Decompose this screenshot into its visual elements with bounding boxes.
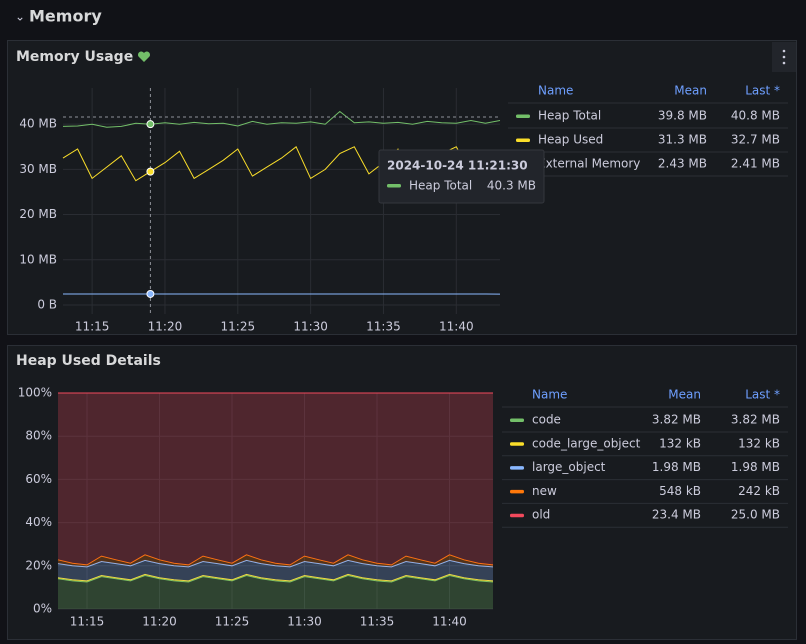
legend-mean: 23.4 MB	[652, 508, 701, 522]
area-fill	[58, 393, 493, 565]
health-icon	[137, 51, 151, 62]
area-fill	[58, 575, 493, 609]
legend-last: 132 kB	[738, 436, 780, 450]
y-tick-label: 100%	[18, 386, 52, 400]
area-fill	[58, 554, 493, 567]
legend-name[interactable]: code	[532, 413, 561, 427]
x-tick-label: 11:30	[293, 320, 328, 334]
legend-swatch	[510, 513, 524, 518]
legend-header: Mean	[674, 84, 707, 98]
legend-mean: 132 kB	[659, 436, 701, 450]
legend-name[interactable]: Heap Used	[538, 133, 603, 147]
area-fill	[58, 574, 493, 582]
y-tick-label: 60%	[25, 472, 52, 486]
tooltip-name: Heap Total	[409, 179, 472, 193]
x-tick-label: 11:35	[360, 615, 395, 629]
legend-last: 25.0 MB	[731, 508, 780, 522]
hover-dot	[146, 167, 155, 176]
series-line	[57, 559, 494, 568]
section-title[interactable]: Memory	[29, 7, 102, 26]
collapse-icon[interactable]: ⌄	[15, 10, 25, 24]
legend-swatch	[510, 489, 524, 494]
x-tick-label: 11:30	[287, 615, 322, 629]
legend-header: Last *	[745, 84, 780, 98]
legend-swatch	[510, 418, 524, 422]
y-tick-label: 40 MB	[19, 117, 57, 131]
legend-name[interactable]: large_object	[532, 460, 606, 474]
legend-mean: 31.3 MB	[658, 133, 707, 147]
panel-title[interactable]: Heap Used Details	[16, 353, 161, 369]
y-tick-label: 0 B	[37, 297, 57, 311]
legend-mean: 2.43 MB	[658, 157, 707, 171]
x-tick-label: 11:25	[221, 320, 256, 334]
legend-last: 2.41 MB	[731, 157, 780, 171]
menu-dot	[782, 61, 786, 65]
series-line	[57, 574, 494, 583]
legend-last: 1.98 MB	[731, 460, 780, 474]
panel-title[interactable]: Memory Usage	[16, 49, 133, 65]
x-tick-label: 11:20	[148, 320, 183, 334]
y-tick-label: 80%	[25, 429, 52, 443]
x-tick-label: 11:25	[215, 615, 250, 629]
y-tick-label: 10 MB	[19, 252, 57, 266]
x-tick-label: 11:15	[70, 615, 105, 629]
x-tick-label: 11:40	[439, 320, 474, 334]
tooltip-swatch	[387, 184, 401, 188]
hover-dot	[146, 120, 155, 129]
y-tick-label: 40%	[25, 515, 52, 529]
y-tick-label: 20%	[25, 558, 52, 572]
menu-dot	[782, 55, 786, 59]
legend-mean: 39.8 MB	[658, 109, 707, 123]
legend-mean: 1.98 MB	[652, 460, 701, 474]
legend-mean: 548 kB	[659, 484, 701, 498]
legend-header: Last *	[745, 388, 780, 402]
legend-name[interactable]: old	[532, 508, 550, 522]
hover-dot	[146, 289, 155, 298]
legend-swatch	[510, 466, 524, 470]
legend-last: 3.82 MB	[731, 413, 780, 427]
legend-last: 32.7 MB	[731, 133, 780, 147]
series-line	[62, 110, 501, 128]
legend-header: Name	[538, 84, 573, 98]
tooltip-value: 40.3 MB	[487, 179, 536, 193]
x-tick-label: 11:20	[142, 615, 177, 629]
x-tick-label: 11:15	[75, 320, 110, 334]
menu-dot	[782, 49, 786, 53]
y-tick-label: 20 MB	[19, 207, 57, 221]
area-fill	[58, 560, 493, 581]
legend-swatch	[516, 138, 530, 142]
series-line	[57, 573, 494, 582]
legend-swatch	[516, 114, 530, 118]
series-line	[57, 554, 494, 566]
legend-name[interactable]: External Memory	[538, 157, 640, 171]
legend-header: Name	[532, 388, 567, 402]
legend-mean: 3.82 MB	[652, 413, 701, 427]
charts: 0 B 10 MB 20 MB 30 MB 40 MB 11:15 11:20 11:25 11…	[18, 84, 788, 629]
legend-name[interactable]: new	[532, 484, 557, 498]
y-tick-label: 0%	[33, 602, 52, 616]
legend-name[interactable]: Heap Total	[538, 109, 601, 123]
tooltip-time: 2024-10-24 11:21:30	[387, 159, 528, 173]
legend-header: Mean	[668, 388, 701, 402]
legend-last: 242 kB	[738, 484, 780, 498]
tooltip	[378, 149, 545, 204]
y-tick-label: 30 MB	[19, 162, 57, 176]
legend-last: 40.8 MB	[731, 109, 780, 123]
panel	[7, 345, 797, 640]
x-tick-label: 11:35	[366, 320, 401, 334]
x-tick-label: 11:40	[432, 615, 467, 629]
legend-name[interactable]: code_large_object	[532, 436, 641, 450]
legend-swatch	[510, 442, 524, 446]
